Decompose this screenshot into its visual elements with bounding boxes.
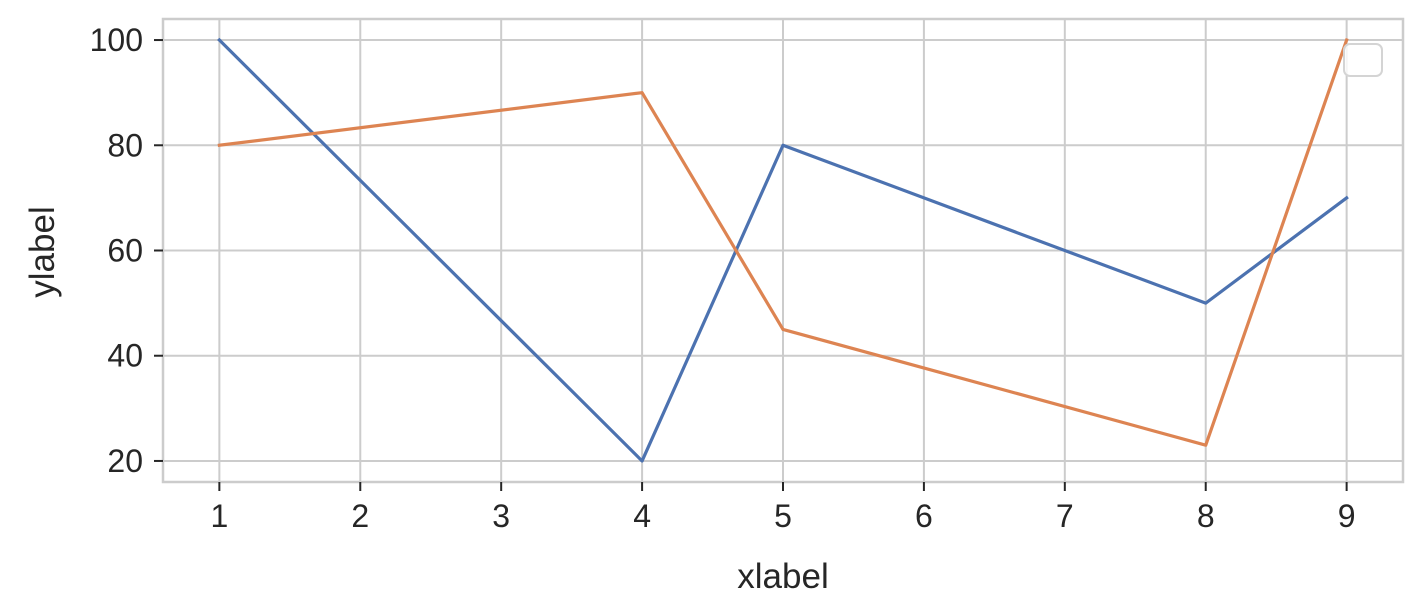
y-tick-label: 100 [90,22,143,58]
y-tick-label: 20 [107,443,143,479]
x-tick-label: 8 [1197,498,1215,534]
y-axis-label: ylabel [23,206,62,297]
series-2-line [217,38,1349,447]
x-tick-label: 1 [210,498,228,534]
series-1-line [217,37,1349,463]
axis-ticks: 1 2 3 4 5 6 7 8 9 20 40 60 80 100 [90,22,1356,534]
x-tick-label: 6 [915,498,933,534]
x-tick-label: 3 [492,498,510,534]
x-tick-label: 4 [633,498,651,534]
y-tick-label: 40 [107,338,143,374]
x-axis-label: xlabel [737,557,828,596]
legend [1343,43,1383,77]
x-tick-label: 5 [774,498,792,534]
y-tick-label: 80 [107,127,143,163]
y-tick-label: 60 [107,233,143,269]
x-tick-label: 2 [351,498,369,534]
x-tick-label: 7 [1056,498,1074,534]
x-tick-label: 9 [1338,498,1356,534]
legend-box [1343,43,1383,77]
series-lines [217,37,1349,463]
